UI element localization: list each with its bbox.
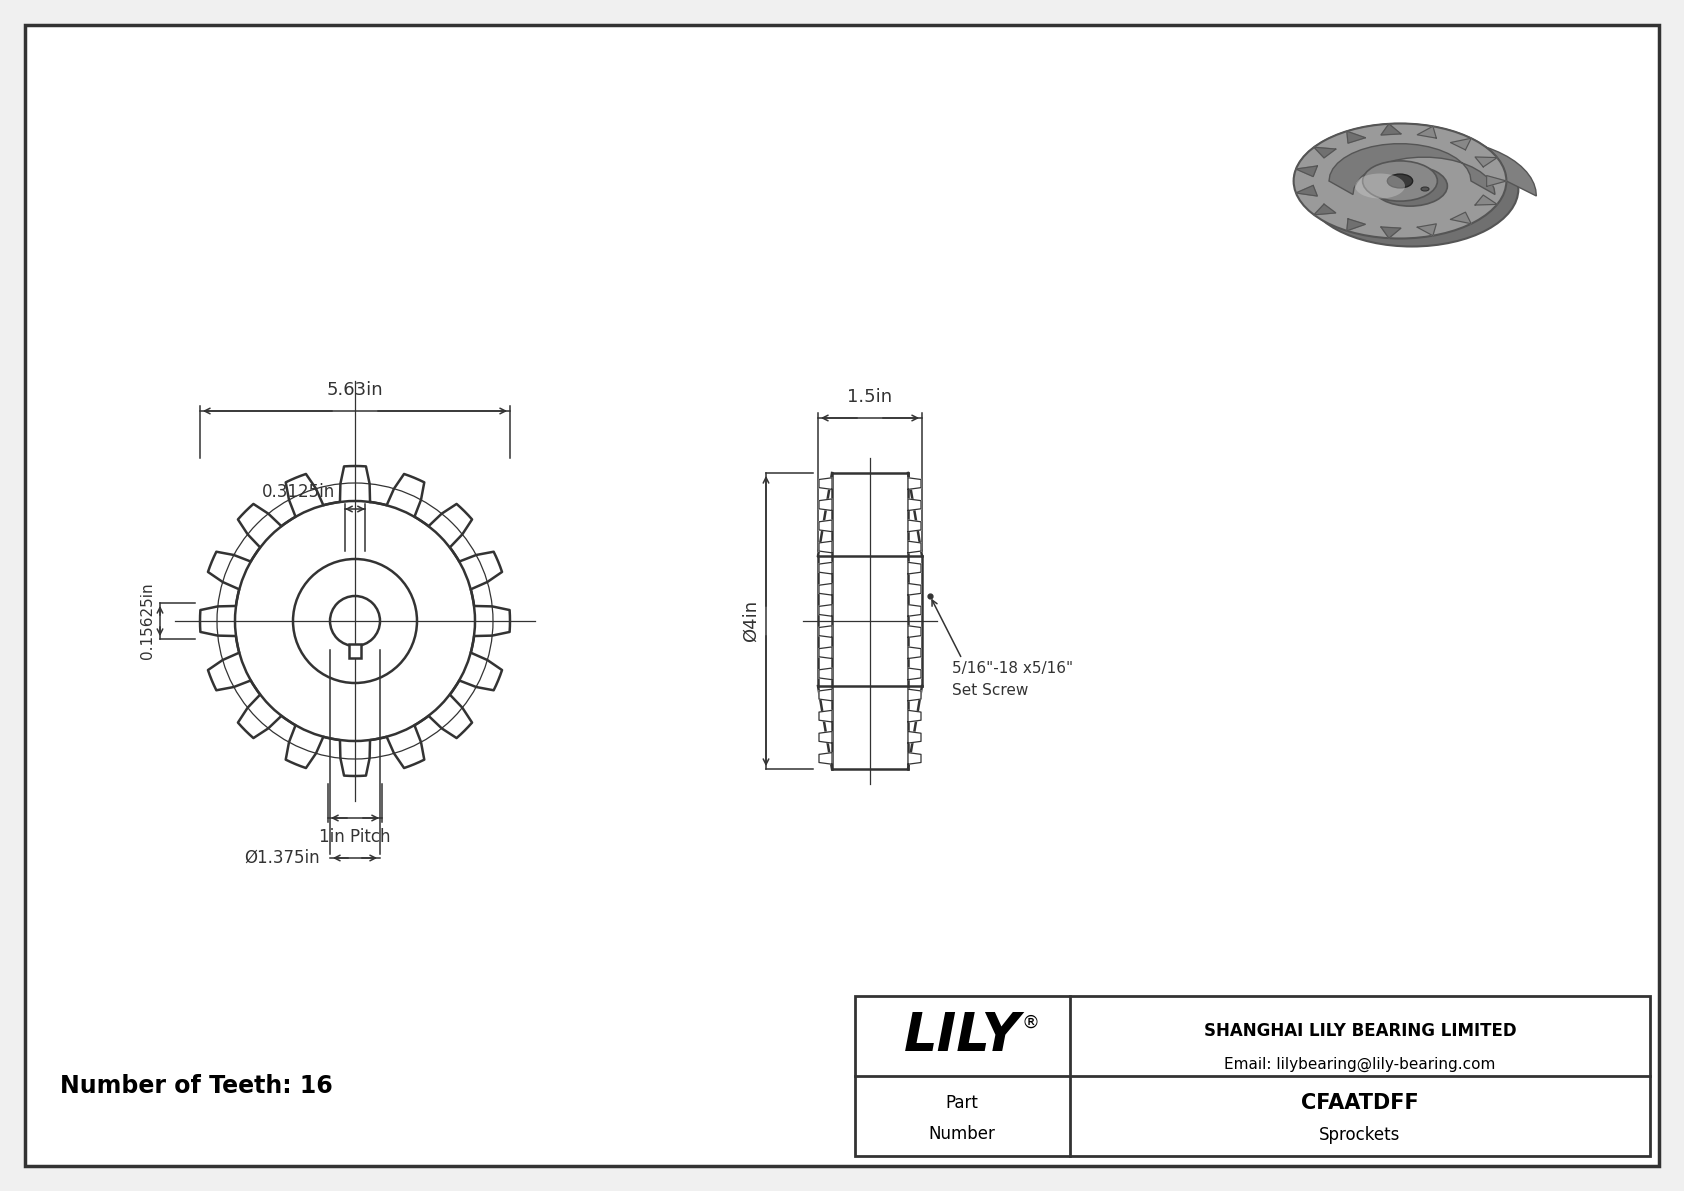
Polygon shape	[908, 710, 921, 722]
Polygon shape	[1293, 124, 1536, 197]
Text: ®: ®	[1021, 1015, 1039, 1033]
Polygon shape	[1450, 212, 1472, 224]
Polygon shape	[908, 668, 921, 680]
Ellipse shape	[1372, 166, 1447, 206]
Polygon shape	[1475, 195, 1497, 205]
Polygon shape	[1381, 124, 1401, 135]
Text: Email: lilybearing@lily-bearing.com: Email: lilybearing@lily-bearing.com	[1224, 1058, 1495, 1072]
Text: Ø4in: Ø4in	[743, 600, 759, 642]
Polygon shape	[1418, 126, 1436, 138]
Polygon shape	[908, 690, 921, 700]
Polygon shape	[818, 647, 832, 659]
Polygon shape	[1297, 186, 1317, 197]
Polygon shape	[818, 541, 832, 553]
Text: 0.3125in: 0.3125in	[261, 484, 335, 501]
Polygon shape	[1297, 166, 1317, 176]
Text: Number: Number	[928, 1124, 995, 1142]
Polygon shape	[908, 562, 921, 574]
Ellipse shape	[1293, 124, 1507, 238]
Polygon shape	[908, 753, 921, 765]
Polygon shape	[1314, 204, 1335, 214]
Text: Set Screw: Set Screw	[951, 682, 1029, 698]
Polygon shape	[818, 499, 832, 511]
Polygon shape	[1381, 227, 1401, 238]
Polygon shape	[1487, 175, 1507, 187]
Polygon shape	[818, 753, 832, 765]
Polygon shape	[818, 478, 832, 490]
Text: 5.63in: 5.63in	[327, 381, 384, 399]
Text: 5/16"-18 x5/16": 5/16"-18 x5/16"	[951, 661, 1073, 676]
Polygon shape	[1314, 148, 1335, 158]
Polygon shape	[818, 731, 832, 743]
Polygon shape	[908, 499, 921, 511]
Polygon shape	[818, 625, 832, 637]
Polygon shape	[908, 731, 921, 743]
Ellipse shape	[1421, 187, 1430, 191]
Polygon shape	[908, 520, 921, 531]
Bar	[349, 644, 360, 657]
Polygon shape	[818, 562, 832, 574]
Text: Sprockets: Sprockets	[1319, 1127, 1401, 1145]
Polygon shape	[818, 710, 832, 722]
Polygon shape	[908, 541, 921, 553]
Polygon shape	[908, 625, 921, 637]
Polygon shape	[908, 478, 921, 490]
Polygon shape	[1475, 157, 1497, 167]
Text: SHANGHAI LILY BEARING LIMITED: SHANGHAI LILY BEARING LIMITED	[1204, 1022, 1516, 1040]
Text: 0.15625in: 0.15625in	[140, 582, 155, 660]
Ellipse shape	[1356, 174, 1404, 199]
Polygon shape	[1347, 219, 1366, 231]
Polygon shape	[908, 647, 921, 659]
Polygon shape	[818, 520, 832, 531]
Polygon shape	[1450, 138, 1472, 150]
Ellipse shape	[1362, 161, 1438, 201]
Polygon shape	[1347, 131, 1366, 143]
Polygon shape	[1329, 144, 1495, 194]
Text: LILY: LILY	[904, 1010, 1021, 1062]
Ellipse shape	[1388, 174, 1413, 188]
Text: 1in Pitch: 1in Pitch	[320, 828, 391, 846]
Polygon shape	[818, 605, 832, 616]
Text: Number of Teeth: 16: Number of Teeth: 16	[61, 1074, 333, 1098]
Bar	[855, 996, 1650, 1156]
Text: Part: Part	[945, 1095, 978, 1112]
Text: 1.5in: 1.5in	[847, 388, 893, 406]
Polygon shape	[818, 690, 832, 700]
Text: Ø1.375in: Ø1.375in	[244, 849, 320, 867]
Ellipse shape	[1305, 131, 1519, 247]
Text: CFAATDFF: CFAATDFF	[1302, 1093, 1420, 1114]
Polygon shape	[818, 668, 832, 680]
Polygon shape	[818, 584, 832, 596]
Polygon shape	[1418, 224, 1436, 236]
Polygon shape	[908, 584, 921, 596]
Polygon shape	[908, 605, 921, 616]
